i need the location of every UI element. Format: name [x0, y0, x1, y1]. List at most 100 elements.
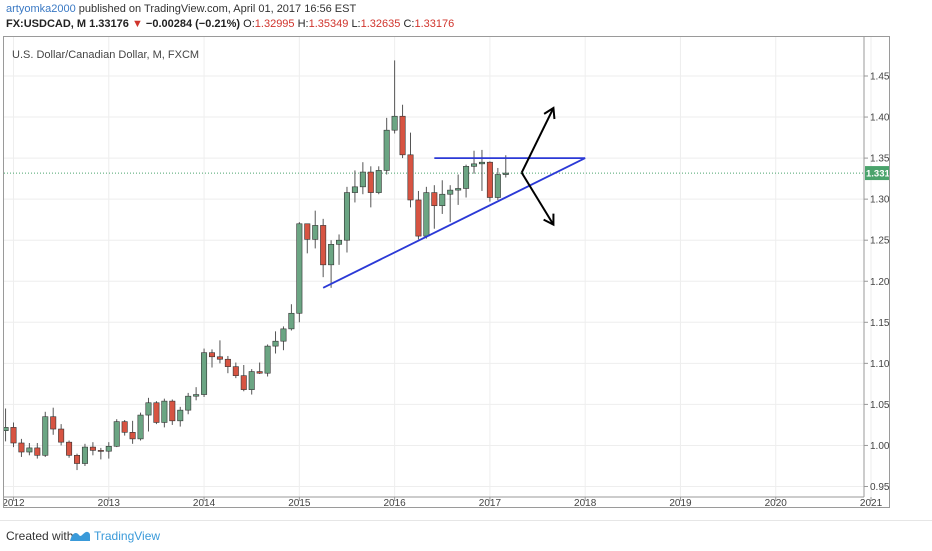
candle-body-down	[407, 154, 414, 201]
candle-body-down	[97, 450, 104, 452]
bearish-arrow	[520, 172, 555, 227]
candle	[383, 117, 390, 175]
candle	[153, 401, 160, 425]
candle-body-up	[351, 186, 358, 193]
candle	[177, 406, 184, 427]
candle	[272, 331, 279, 354]
candle-body-up	[471, 163, 478, 167]
candle	[407, 132, 414, 208]
candle	[10, 422, 17, 448]
candle	[423, 186, 430, 239]
candle	[42, 411, 49, 457]
symbol-line: FX:USDCAD, M 1.33176 ▼ −0.00284 (−0.21%)…	[6, 17, 454, 32]
chart-panel[interactable]: 1.45000 1.40000 1.35000 1.30000 1.25000 1.200…	[3, 36, 890, 508]
candle-body-up	[463, 166, 470, 189]
candle	[494, 167, 501, 200]
chart-title: U.S. Dollar/Canadian Dollar, M, FXCM	[12, 49, 199, 61]
y-tick-label: 1.25000	[870, 236, 889, 247]
candle-body-down	[224, 358, 231, 367]
candle-body-down	[232, 366, 239, 376]
candle	[145, 397, 152, 432]
candle-body-down	[10, 427, 17, 444]
x-tick-label: 2018	[574, 498, 597, 507]
candle	[248, 369, 255, 395]
tradingview-brand[interactable]: TradingView	[94, 529, 161, 543]
candle-body-up	[177, 409, 184, 422]
candle	[320, 218, 327, 278]
candle	[81, 443, 88, 466]
x-tick-label: 2016	[383, 498, 406, 507]
candle-body-up	[391, 115, 398, 131]
candle	[486, 161, 493, 202]
candle-body-down	[367, 171, 374, 193]
candle-body-down	[74, 455, 81, 464]
candle-body-up	[185, 395, 192, 411]
open-value: 1.32995	[254, 18, 295, 30]
candle-body-up	[26, 447, 33, 453]
candle	[359, 162, 366, 195]
candle	[439, 180, 446, 214]
candle	[129, 420, 136, 444]
candle-body-down	[209, 352, 216, 358]
x-tick-label: 2019	[669, 498, 692, 507]
candle	[478, 149, 485, 191]
candle-body-up	[439, 193, 446, 207]
candle-body-up	[375, 170, 382, 193]
candlestick-chart[interactable]: 1.45000 1.40000 1.35000 1.30000 1.25000 1.200…	[4, 37, 889, 507]
published-text: published on TradingView.com, April 01, …	[75, 3, 357, 15]
candle-body-down	[121, 421, 128, 433]
candle-body-down	[216, 356, 223, 360]
author-link[interactable]: artyomka2000	[6, 3, 76, 15]
candle	[58, 424, 65, 446]
candle-body-up	[478, 161, 485, 165]
candle-body-up	[280, 328, 287, 342]
footer: Created with TradingView	[0, 520, 932, 551]
candle-body-up	[193, 394, 200, 397]
candle	[224, 355, 231, 374]
y-tick-label: 1.30000	[870, 195, 889, 206]
candle	[113, 419, 120, 448]
current-price-label: 1.33176	[866, 169, 889, 180]
arrow-shaft	[520, 107, 555, 174]
arrow-head	[543, 213, 555, 227]
candle	[105, 442, 112, 459]
candle-body-up	[137, 414, 144, 440]
candle	[4, 408, 9, 442]
candle	[328, 240, 335, 288]
candle	[471, 150, 478, 174]
candle	[463, 164, 470, 198]
x-tick-label: 2012	[4, 498, 25, 507]
close-label: C:	[403, 18, 415, 30]
symbol-label: FX:USDCAD, M	[6, 18, 87, 30]
candle	[161, 398, 168, 428]
candle-body-up	[494, 174, 501, 198]
arrow-shaft	[520, 172, 555, 226]
candle	[240, 364, 247, 392]
x-tick-label: 2015	[288, 498, 311, 507]
candle-body-up	[328, 244, 335, 266]
price-change: −0.00284 (−0.21%)	[145, 18, 241, 30]
candle-body-up	[296, 223, 303, 314]
candle	[312, 210, 319, 249]
candle-body-up	[502, 172, 509, 175]
candle	[26, 442, 33, 456]
candle-body-up	[42, 416, 49, 456]
candle	[351, 170, 358, 203]
support-trendline	[322, 157, 586, 289]
y-tick-label: 1.20000	[870, 277, 889, 288]
candle-body-down	[415, 199, 422, 237]
candle	[415, 190, 422, 240]
candle	[121, 419, 128, 436]
candle-body-up	[161, 400, 168, 423]
candle-body-up	[145, 402, 152, 416]
candle	[74, 453, 81, 471]
candle-body-down	[18, 442, 25, 453]
candle-body-up	[113, 421, 120, 447]
candle	[264, 344, 271, 377]
candle-body-down	[486, 161, 493, 198]
candle	[375, 166, 382, 195]
candle	[209, 349, 216, 368]
candle-body-down	[58, 428, 65, 443]
x-tick-label: 2017	[479, 498, 502, 507]
x-tick-label: 2013	[98, 498, 121, 507]
